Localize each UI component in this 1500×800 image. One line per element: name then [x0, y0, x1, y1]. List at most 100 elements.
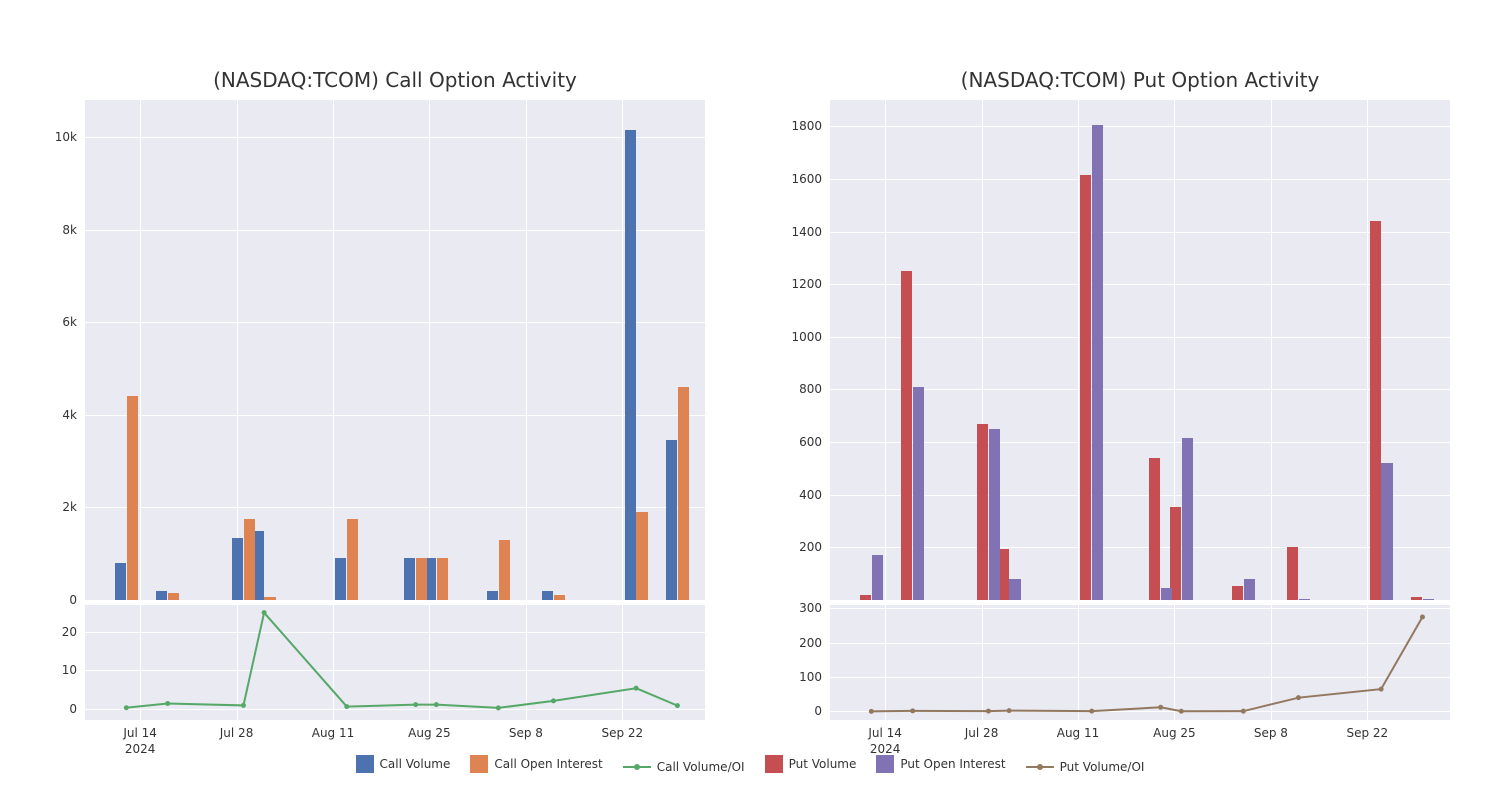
bar [1423, 599, 1434, 600]
bar [404, 558, 415, 600]
bar [416, 558, 427, 600]
call-ratio-plot: 01020Jul 142024Jul 28Aug 11Aug 25Sep 8Se… [85, 605, 705, 720]
bar [1287, 547, 1298, 600]
legend-swatch-icon [356, 755, 374, 773]
put-ratio-plot: 0100200300Jul 142024Jul 28Aug 11Aug 25Se… [830, 605, 1450, 720]
xtick: Aug 25 [408, 720, 451, 740]
bar [156, 591, 167, 600]
xtick: Aug 11 [1057, 720, 1100, 740]
bar [636, 512, 647, 600]
bar [1232, 586, 1243, 600]
bar [1170, 507, 1181, 600]
legend-label: Call Volume [380, 757, 451, 771]
xtick: Jul 28 [965, 720, 999, 740]
legend-item: Call Open Interest [470, 755, 602, 773]
bar [1299, 599, 1310, 600]
legend-swatch-icon [876, 755, 894, 773]
xtick: Sep 22 [1346, 720, 1388, 740]
ytick: 1600 [791, 172, 830, 186]
bar [1411, 597, 1422, 600]
legend-line-icon [623, 761, 651, 773]
ytick: 10 [62, 663, 85, 677]
ytick: 200 [799, 636, 830, 650]
bar [678, 387, 689, 600]
ytick: 0 [69, 702, 85, 716]
legend-swatch-icon [470, 755, 488, 773]
xtick: Sep 22 [601, 720, 643, 740]
bar [625, 130, 636, 600]
ytick: 6k [62, 315, 85, 329]
legend-item: Put Open Interest [876, 755, 1005, 773]
bar [542, 591, 553, 600]
ytick: 300 [799, 601, 830, 615]
bar [232, 538, 243, 601]
bar [913, 387, 924, 600]
bar [977, 424, 988, 600]
xtick-year: 2024 [870, 720, 901, 756]
legend-item: Call Volume/OI [623, 760, 745, 774]
ytick: 8k [62, 223, 85, 237]
put-chart-title: (NASDAQ:TCOM) Put Option Activity [830, 68, 1450, 92]
ytick: 800 [799, 382, 830, 396]
ytick: 600 [799, 435, 830, 449]
legend-line-icon [1026, 761, 1054, 773]
bar [554, 595, 565, 600]
legend-label: Put Volume/OI [1060, 760, 1145, 774]
bar [335, 558, 346, 600]
ytick: 200 [799, 540, 830, 554]
put-bar-plot: 20040060080010001200140016001800 [830, 100, 1450, 600]
bar [347, 519, 358, 600]
legend-label: Call Open Interest [494, 757, 602, 771]
ytick: 2k [62, 500, 85, 514]
bar [1182, 438, 1193, 600]
ytick: 20 [62, 625, 85, 639]
figure: (NASDAQ:TCOM) Call Option Activity (NASD… [0, 0, 1500, 800]
bar [168, 593, 179, 600]
call-chart-title: (NASDAQ:TCOM) Call Option Activity [85, 68, 705, 92]
legend-item: Put Volume [765, 755, 857, 773]
bar [115, 563, 126, 600]
bar [127, 396, 138, 600]
legend-label: Call Volume/OI [657, 760, 745, 774]
ytick: 1800 [791, 119, 830, 133]
ytick: 1000 [791, 330, 830, 344]
bar [1009, 579, 1020, 600]
bar [1161, 588, 1172, 600]
bar [1244, 579, 1255, 600]
call-bar-plot: 02k4k6k8k10k [85, 100, 705, 600]
bar [499, 540, 510, 600]
bar [860, 595, 871, 600]
ytick: 0 [69, 593, 85, 607]
xtick: Sep 8 [1254, 720, 1288, 740]
bar [244, 519, 255, 600]
bar [1092, 125, 1103, 600]
ytick: 100 [799, 670, 830, 684]
bar [1370, 221, 1381, 600]
ytick: 4k [62, 408, 85, 422]
bar [1381, 463, 1392, 600]
bar [989, 429, 1000, 600]
bar [1149, 458, 1160, 600]
ytick: 10k [55, 130, 85, 144]
xtick: Sep 8 [509, 720, 543, 740]
legend-label: Put Volume [789, 757, 857, 771]
legend-item: Call Volume [356, 755, 451, 773]
bar [264, 597, 275, 600]
ytick: 0 [814, 704, 830, 718]
xtick-year: 2024 [125, 720, 156, 756]
bar [872, 555, 883, 600]
bar [666, 440, 677, 600]
legend-swatch-icon [765, 755, 783, 773]
xtick: Aug 25 [1153, 720, 1196, 740]
bar [437, 558, 448, 600]
legend: Call Volume Call Open Interest Call Volume… [0, 755, 1500, 776]
ytick: 1200 [791, 277, 830, 291]
legend-label: Put Open Interest [900, 757, 1005, 771]
legend-item: Put Volume/OI [1026, 760, 1145, 774]
bar [487, 591, 498, 600]
ytick: 1400 [791, 225, 830, 239]
xtick: Jul 28 [220, 720, 254, 740]
bar [901, 271, 912, 600]
ytick: 400 [799, 488, 830, 502]
bar [1080, 175, 1091, 600]
